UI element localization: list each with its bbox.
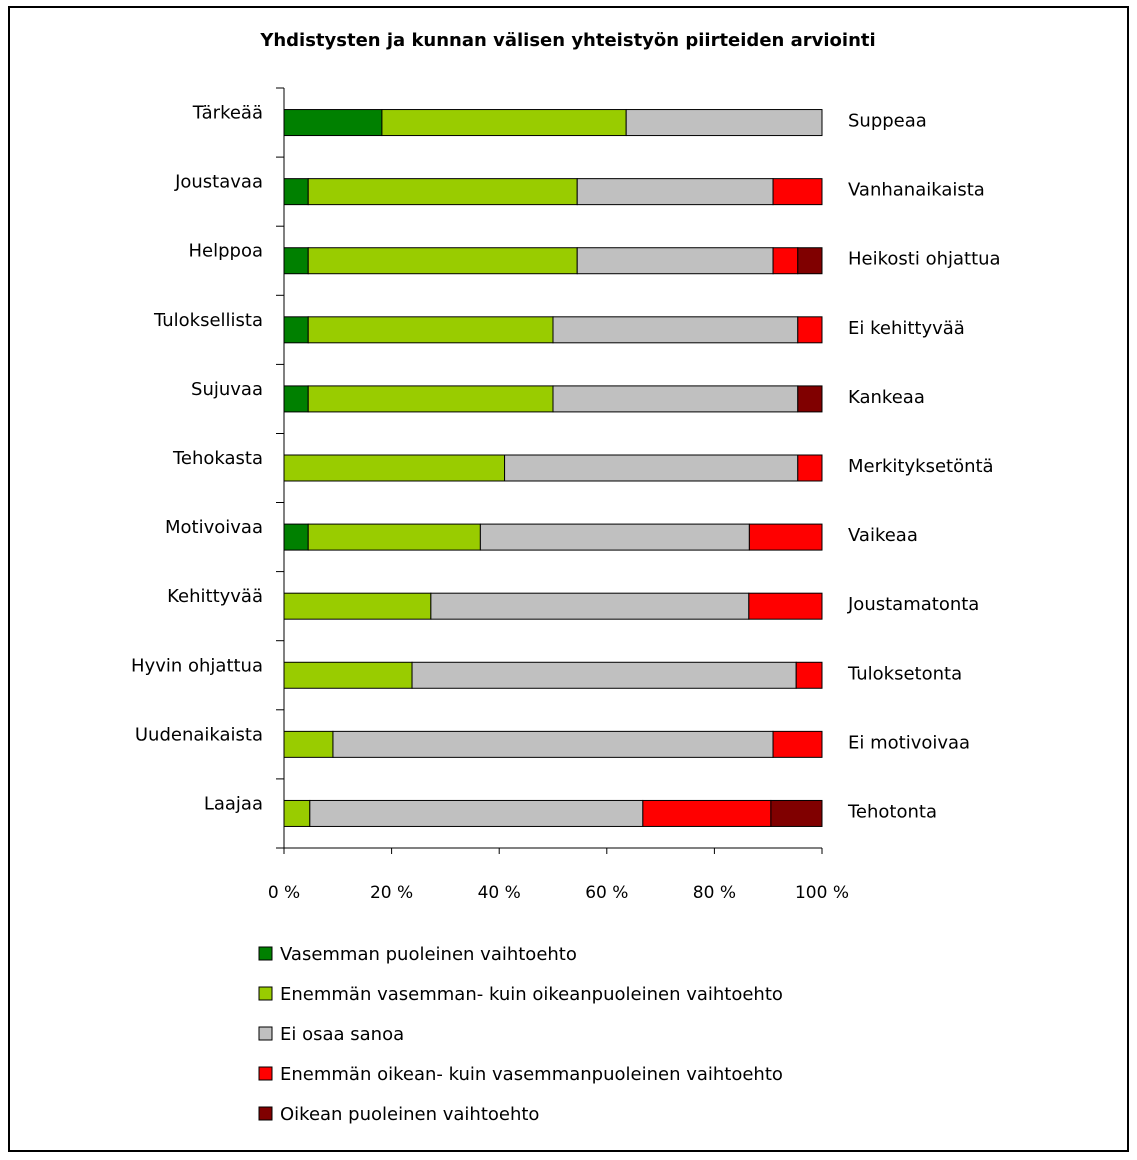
- bar-segment: [552, 316, 799, 344]
- bar-segment: [283, 385, 309, 413]
- left-category-label: Laajaa: [204, 794, 263, 815]
- left-category-label: Sujuvaa: [191, 379, 263, 400]
- bar-segment: [797, 454, 823, 482]
- bar-segment: [625, 109, 823, 137]
- bar-segment: [642, 799, 772, 827]
- legend-swatch: [258, 1026, 273, 1041]
- bar-segment: [309, 799, 644, 827]
- left-category-label: Tärkeää: [192, 103, 263, 124]
- left-category-label: Helppoa: [188, 241, 263, 262]
- bars-group: [283, 109, 823, 827]
- x-tick-label: 60 %: [585, 883, 628, 903]
- bar-segment: [772, 247, 799, 275]
- legend-swatch: [258, 986, 273, 1001]
- x-tick-label: 0 %: [268, 883, 300, 903]
- left-category-label: Joustavaa: [174, 172, 263, 193]
- bar-segment: [332, 730, 774, 758]
- right-category-label: Ei motivoivaa: [848, 732, 970, 753]
- left-category-label: Tuloksellista: [153, 310, 263, 331]
- left-category-label: Motivoivaa: [165, 517, 263, 538]
- bar-segment: [283, 592, 432, 620]
- left-category-label: Uudenaikaista: [135, 724, 263, 745]
- bar-segment: [381, 109, 627, 137]
- right-category-label: Merkityksetöntä: [848, 456, 994, 477]
- x-tick-label: 80 %: [693, 883, 736, 903]
- right-category-label: Tuloksetonta: [847, 663, 962, 684]
- bar-segment: [307, 523, 481, 551]
- bar-segment: [411, 661, 797, 689]
- left-category-label: Hyvin ohjattua: [131, 655, 263, 676]
- left-category-label: Kehittyvää: [167, 586, 263, 607]
- bar-segment: [797, 247, 823, 275]
- right-category-label: Vanhanaikaista: [848, 180, 985, 201]
- bar-segment: [479, 523, 750, 551]
- bar-segment: [748, 592, 823, 620]
- x-tick-label: 20 %: [370, 883, 413, 903]
- right-category-label: Tehotonta: [847, 802, 937, 823]
- legend: Vasemman puoleinen vaihtoehto Enemmän vas…: [258, 944, 783, 1125]
- legend-label: Vasemman puoleinen vaihtoehto: [280, 944, 577, 965]
- bar-segment: [772, 178, 823, 206]
- left-category-labels: Tärkeää Joustavaa Helppoa Tuloksellista Suju…: [131, 103, 263, 815]
- bar-segment: [283, 799, 311, 827]
- left-category-label: Tehokasta: [172, 448, 263, 469]
- bar-segment: [283, 178, 309, 206]
- bar-segment: [772, 730, 823, 758]
- bar-segment: [283, 454, 506, 482]
- bar-segment: [770, 799, 823, 827]
- bar-segment: [307, 385, 554, 413]
- bar-segment: [430, 592, 750, 620]
- bar-segment: [283, 730, 334, 758]
- chart-title: Yhdistysten ja kunnan välisen yhteistyön…: [259, 30, 875, 51]
- bar-segment: [283, 247, 309, 275]
- bar-segment: [795, 661, 823, 689]
- bar-segment: [748, 523, 823, 551]
- bar-segment: [576, 178, 774, 206]
- right-category-label: Ei kehittyvää: [848, 318, 965, 339]
- x-tick-label: 40 %: [478, 883, 521, 903]
- bar-segment: [797, 385, 823, 413]
- axes-group: 0 % 20 % 40 % 60 % 80 % 100 %: [268, 87, 849, 903]
- bar-segment: [283, 523, 309, 551]
- bar-segment: [797, 316, 823, 344]
- legend-swatch: [258, 1066, 273, 1081]
- bar-segment: [283, 109, 383, 137]
- bar-segment: [504, 454, 799, 482]
- right-category-label: Suppeaa: [848, 111, 927, 132]
- bar-segment: [307, 316, 554, 344]
- legend-label: Ei osaa sanoa: [280, 1024, 404, 1045]
- right-category-label: Kankeaa: [848, 387, 925, 408]
- legend-label: Oikean puoleinen vaihtoehto: [280, 1104, 539, 1125]
- bar-segment: [552, 385, 799, 413]
- legend-swatch: [258, 946, 273, 961]
- right-category-label: Joustamatonta: [847, 594, 979, 615]
- legend-label: Enemmän oikean- kuin vasemmanpuoleinen v…: [280, 1064, 783, 1085]
- right-category-labels: Suppeaa Vanhanaikaista Heikosti ohjattua Ei…: [847, 111, 1001, 823]
- bar-segment: [283, 316, 309, 344]
- bar-segment: [576, 247, 774, 275]
- bar-segment: [307, 247, 578, 275]
- x-tick-label: 100 %: [795, 883, 849, 903]
- right-category-label: Vaikeaa: [848, 525, 918, 546]
- bar-segment: [307, 178, 578, 206]
- right-category-label: Heikosti ohjattua: [848, 249, 1001, 270]
- legend-label: Enemmän vasemman- kuin oikeanpuoleinen v…: [280, 984, 783, 1005]
- legend-swatch: [258, 1106, 273, 1121]
- bar-segment: [283, 661, 413, 689]
